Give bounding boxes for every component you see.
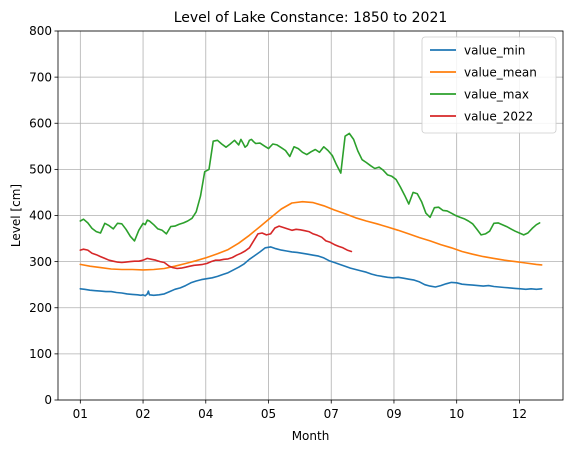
y-tick-label: 100 [29,347,52,361]
series-line-value-min [79,246,543,297]
tick-layer: 0 100 200 300 400 500 600 700 800 01 02 04 05 07 09 10 1… [29,24,527,421]
series-line-value-max [79,132,541,242]
y-axis-label: Level [cm] [9,184,23,247]
y-tick-label: 400 [29,209,52,223]
y-tick-label: 600 [29,116,52,130]
y-tick-label: 0 [44,393,52,407]
x-tick-label: 09 [386,407,401,421]
y-tick-label: 300 [29,255,52,269]
legend-box [421,36,557,134]
x-tick-label: 01 [73,407,88,421]
y-tick-label: 700 [29,70,52,84]
x-tick-label: 02 [135,407,150,421]
y-tick-label: 200 [29,301,52,315]
legend-label-value-2022: value_2022 [464,109,533,123]
series-line-value-2022 [79,225,353,270]
x-tick-label: 12 [512,407,527,421]
legend: value_min value_mean value_max value_2022 [421,36,557,134]
chart-title: Level of Lake Constance: 1850 to 2021 [174,10,448,26]
x-tick-label: 10 [449,407,464,421]
legend-label-value-mean: value_mean [464,65,537,79]
x-tick-label: 07 [324,407,339,421]
x-axis-label: Month [292,429,330,443]
series-line-value-mean [79,200,543,271]
x-tick-label: 04 [198,407,213,421]
y-tick-label: 800 [29,24,52,38]
series-layer [79,132,543,297]
legend-label-value-min: value_min [464,43,525,57]
x-tick-label: 05 [261,407,276,421]
y-tick-label: 500 [29,163,52,177]
legend-label-value-max: value_max [464,87,529,101]
